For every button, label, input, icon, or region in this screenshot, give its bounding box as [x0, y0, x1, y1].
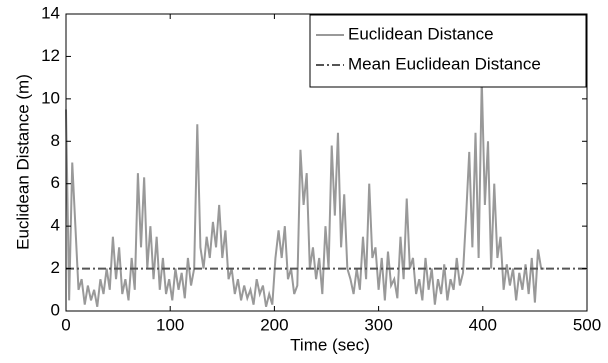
x-tick-label: 200: [260, 315, 288, 334]
x-tick-label: 400: [469, 315, 497, 334]
y-tick-label: 10: [41, 88, 60, 107]
legend-label: Euclidean Distance: [348, 24, 494, 43]
y-tick-label: 6: [51, 173, 60, 192]
y-axis-label: Euclidean Distance (m): [13, 74, 32, 250]
legend-label: Mean Euclidean Distance: [348, 54, 541, 73]
y-tick-label: 8: [51, 131, 60, 150]
x-tick-label: 300: [364, 315, 392, 334]
plot-frame: [65, 13, 588, 312]
y-tick-label: 4: [51, 216, 60, 235]
x-tick-label: 0: [61, 315, 70, 334]
y-tick-label: 12: [41, 46, 60, 65]
y-tick-label: 14: [41, 3, 60, 22]
x-tick-label: 100: [156, 315, 184, 334]
x-axis-label: Time (sec): [290, 335, 370, 354]
data-line: [65, 79, 545, 307]
legend-box: [309, 14, 587, 88]
x-tick-label: 500: [573, 315, 601, 334]
y-tick-label: 0: [51, 300, 60, 319]
y-tick-label: 2: [51, 258, 60, 277]
